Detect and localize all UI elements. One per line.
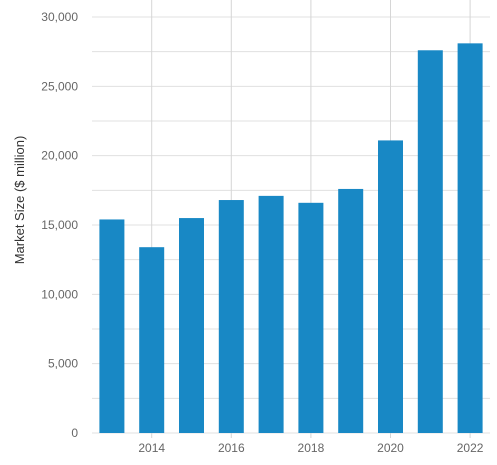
y-axis-ticks: 0 5,000 10,000 15,000 20,000 25,000 30,000 — [41, 10, 78, 440]
y-tick-label: 20,000 — [41, 149, 78, 163]
bar — [298, 202, 324, 433]
y-tick-label: 25,000 — [41, 79, 78, 93]
y-tick-label: 10,000 — [41, 287, 78, 301]
bar — [417, 50, 443, 433]
bar — [139, 247, 165, 433]
bar — [99, 219, 125, 433]
y-tick-label: 0 — [71, 426, 78, 440]
x-tick-label: 2020 — [377, 441, 404, 455]
y-tick-label: 30,000 — [41, 10, 78, 24]
x-tick-label: 2014 — [138, 441, 165, 455]
x-tick-label: 2016 — [218, 441, 245, 455]
bar — [338, 188, 364, 433]
bar — [218, 200, 244, 433]
y-tick-label: 5,000 — [48, 357, 78, 371]
x-axis-ticks: 2014 2016 2018 2020 2022 — [138, 441, 483, 455]
x-tick-label: 2022 — [457, 441, 484, 455]
bars-layer — [99, 43, 483, 433]
bar — [378, 140, 403, 433]
bar — [457, 43, 483, 433]
bar — [179, 218, 204, 433]
x-tick-label: 2018 — [298, 441, 325, 455]
y-axis-title: Market Size ($ million) — [12, 136, 27, 265]
y-tick-label: 15,000 — [41, 218, 78, 232]
bar — [258, 195, 284, 433]
